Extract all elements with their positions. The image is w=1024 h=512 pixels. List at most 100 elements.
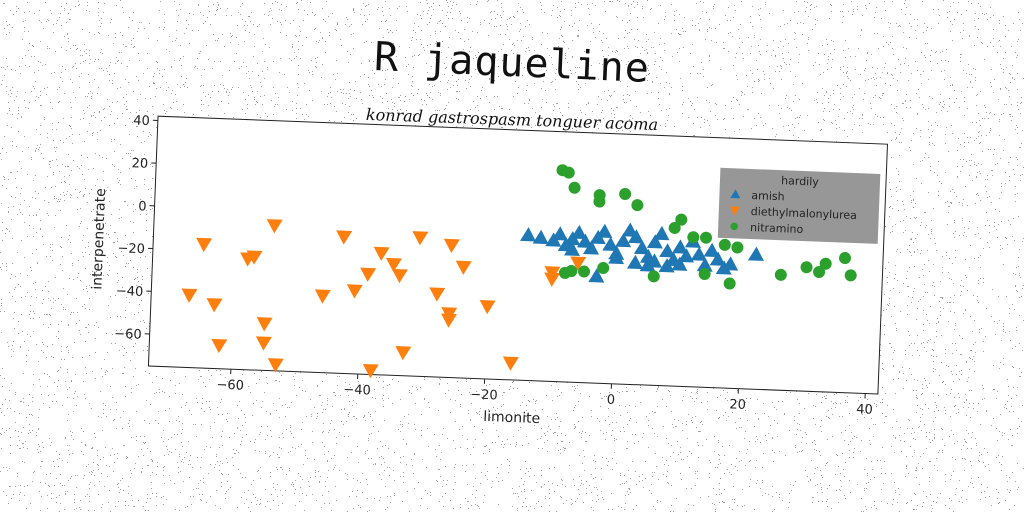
point-nitramino — [723, 277, 736, 290]
point-diethylmalonylurea — [412, 231, 429, 246]
point-diethylmalonylurea — [544, 266, 561, 281]
legend-box — [717, 167, 881, 244]
x-tick-label: 40 — [856, 402, 873, 418]
point-amish — [696, 257, 713, 272]
point-nitramino — [568, 181, 581, 194]
axes-frame — [147, 115, 889, 395]
point-diethylmalonylurea — [441, 313, 457, 328]
point-nitramino — [813, 266, 826, 279]
x-tick-label: −60 — [216, 378, 244, 394]
x-tick-label: 20 — [729, 397, 746, 413]
plot-area — [148, 116, 888, 395]
point-amish — [715, 260, 732, 275]
point-nitramino — [800, 261, 813, 274]
legend-marker-nitramino — [730, 222, 738, 231]
point-amish — [639, 257, 656, 272]
point-nitramino — [565, 265, 578, 278]
point-nitramino — [844, 269, 857, 282]
point-amish — [653, 225, 670, 241]
point-amish — [608, 249, 625, 265]
point-amish — [576, 233, 593, 248]
point-diethylmalonylurea — [267, 358, 284, 373]
point-nitramino — [698, 268, 711, 281]
point-diethylmalonylurea — [181, 288, 198, 303]
point-amish — [621, 222, 638, 237]
point-diethylmalonylurea — [391, 268, 408, 284]
legend-marker-amish — [730, 189, 741, 199]
y-tick-label: 40 — [133, 114, 150, 130]
point-amish — [646, 253, 663, 268]
point-nitramino — [774, 268, 787, 281]
point-diethylmalonylurea — [196, 237, 213, 253]
legend-label-diethylmalonylurea: diethylmalonylurea — [751, 205, 858, 222]
point-amish — [678, 248, 695, 263]
point-nitramino — [675, 213, 688, 226]
x-tick-label: −40 — [343, 382, 371, 398]
y-tick-label: −60 — [114, 327, 142, 343]
point-amish — [672, 239, 689, 254]
point-amish — [583, 240, 600, 255]
legend-label-amish: amish — [751, 189, 785, 203]
point-diethylmalonylurea — [570, 256, 587, 271]
point-amish — [690, 246, 707, 261]
point-amish — [551, 226, 568, 241]
point-nitramino — [700, 231, 713, 244]
point-diethylmalonylurea — [360, 267, 377, 282]
point-diethylmalonylurea — [255, 336, 272, 351]
point-amish — [563, 241, 580, 256]
point-nitramino — [619, 187, 632, 200]
point-amish — [747, 246, 764, 261]
point-diethylmalonylurea — [373, 246, 390, 262]
point-amish — [615, 232, 632, 248]
point-diethylmalonylurea — [256, 317, 273, 332]
point-amish — [596, 223, 613, 238]
point-diethylmalonylurea — [206, 298, 223, 313]
legend-marker-diethylmalonylurea — [729, 206, 740, 216]
point-diethylmalonylurea — [336, 230, 353, 245]
point-nitramino — [647, 270, 660, 283]
point-diethylmalonylurea — [346, 284, 363, 299]
point-nitramino — [819, 257, 832, 270]
point-diethylmalonylurea — [362, 363, 379, 379]
point-diethylmalonylurea — [314, 289, 331, 304]
point-amish — [671, 256, 688, 271]
point-amish — [626, 254, 643, 270]
point-diethylmalonylurea — [429, 287, 446, 302]
point-amish — [722, 256, 739, 271]
point-amish — [532, 229, 549, 245]
point-diethylmalonylurea — [502, 356, 519, 371]
point-nitramino — [593, 195, 606, 208]
point-amish — [658, 258, 675, 273]
point-nitramino — [597, 261, 610, 274]
point-amish — [633, 240, 650, 255]
point-diethylmalonylurea — [455, 260, 472, 275]
point-diethylmalonylurea — [479, 300, 496, 315]
point-amish — [520, 227, 537, 242]
x-tick-label: 0 — [606, 393, 615, 408]
point-amish — [588, 268, 605, 283]
point-amish — [646, 234, 663, 249]
point-nitramino — [668, 221, 681, 234]
data-points — [181, 164, 857, 379]
point-diethylmalonylurea — [385, 257, 402, 273]
x-tick-label: −20 — [470, 387, 498, 403]
point-amish — [703, 242, 720, 258]
point-amish — [659, 243, 676, 258]
point-nitramino — [687, 231, 700, 244]
x-axis-label: limonite — [483, 409, 540, 427]
point-nitramino — [718, 238, 731, 251]
y-tick-label: −40 — [116, 284, 144, 300]
y-tick-label: 0 — [138, 199, 147, 214]
point-nitramino — [631, 199, 644, 212]
axis-ticks: −60 −40 −20 0 20 40 −60 −40 −20 0 20 40 — [114, 114, 873, 418]
point-diethylmalonylurea — [246, 250, 263, 265]
point-amish — [709, 251, 726, 266]
point-amish — [602, 236, 619, 252]
point-nitramino — [838, 252, 851, 265]
point-amish — [627, 229, 644, 244]
